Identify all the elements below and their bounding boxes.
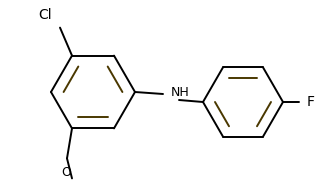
Text: F: F xyxy=(307,95,315,109)
Text: Cl: Cl xyxy=(38,8,52,22)
Text: NH: NH xyxy=(171,86,190,100)
Text: O: O xyxy=(61,166,71,179)
